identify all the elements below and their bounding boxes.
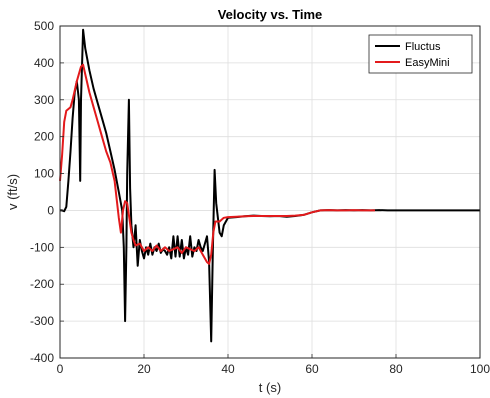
y-axis-label: v (ft/s) xyxy=(5,174,20,210)
tick-labels: 0 20 40 60 80 100 -400 -300 -200 -100 0 100 200 300 40… xyxy=(30,19,490,376)
chart-title: Velocity vs. Time xyxy=(218,7,323,22)
x-tick-label: 60 xyxy=(305,362,319,376)
legend-label-fluctus: Fluctus xyxy=(405,41,441,53)
y-tick-label: 200 xyxy=(34,130,54,144)
legend: Fluctus EasyMini xyxy=(368,34,473,74)
series-line-easymini xyxy=(59,63,375,265)
x-tick-label: 80 xyxy=(389,362,403,376)
x-tick-label: 20 xyxy=(137,362,151,376)
legend-box xyxy=(368,34,473,74)
series-lines xyxy=(59,28,480,343)
y-tick-label: -300 xyxy=(30,314,54,328)
y-tick-label: 400 xyxy=(34,56,54,70)
y-tick-label: 500 xyxy=(34,19,54,33)
legend-label-easymini: EasyMini xyxy=(405,57,450,69)
y-tick-label: -400 xyxy=(30,351,54,365)
x-tick-label: 40 xyxy=(221,362,235,376)
x-tick-label: 100 xyxy=(470,362,490,376)
y-tick-label: -200 xyxy=(30,277,54,291)
x-axis-label: t (s) xyxy=(259,380,281,395)
y-tick-label: 0 xyxy=(47,203,54,217)
plot-area xyxy=(60,26,480,358)
y-tick-label: 100 xyxy=(34,167,54,181)
plot-frame xyxy=(59,25,481,359)
y-tick-label: -100 xyxy=(30,240,54,254)
y-tick-label: 300 xyxy=(34,93,54,107)
x-tick-label: 0 xyxy=(57,362,64,376)
